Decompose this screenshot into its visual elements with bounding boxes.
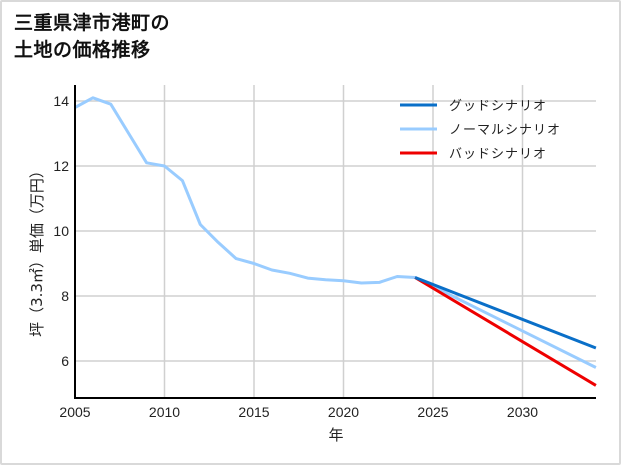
y-axis-label: 坪（3.3㎡）単価（万円） [28, 163, 46, 337]
x-tick-label: 2015 [238, 404, 269, 420]
legend-label: バッドシナリオ [449, 147, 547, 162]
series-line [414, 276, 597, 387]
series-line [414, 276, 597, 350]
data-series [74, 96, 597, 387]
series-line [74, 96, 597, 369]
legend-label: グッドシナリオ [449, 99, 547, 114]
y-tick-label: 8 [61, 288, 69, 304]
x-tick-label: 2010 [149, 404, 180, 420]
x-axis-label: 年 [328, 426, 343, 444]
x-tick-label: 2030 [507, 404, 538, 420]
chart-title-line1: 三重県津市港町の [14, 12, 171, 34]
axes [74, 85, 596, 399]
y-tick-label: 6 [61, 353, 69, 369]
legend-label: ノーマルシナリオ [449, 123, 561, 138]
grid-lines [75, 85, 596, 398]
chart-title: 三重県津市港町の 土地の価格推移 [14, 10, 170, 64]
tick-labels: 2005 2010 2015 2020 2025 2030 6 8 10 12 14 [53, 93, 538, 420]
y-tick-label: 10 [53, 223, 69, 239]
x-tick-label: 2005 [59, 404, 90, 420]
chart-title-line2: 土地の価格推移 [14, 39, 151, 61]
x-tick-label: 2020 [328, 404, 359, 420]
y-tick-label: 14 [53, 93, 69, 109]
x-tick-label: 2025 [417, 404, 448, 420]
y-tick-label: 12 [53, 158, 69, 174]
